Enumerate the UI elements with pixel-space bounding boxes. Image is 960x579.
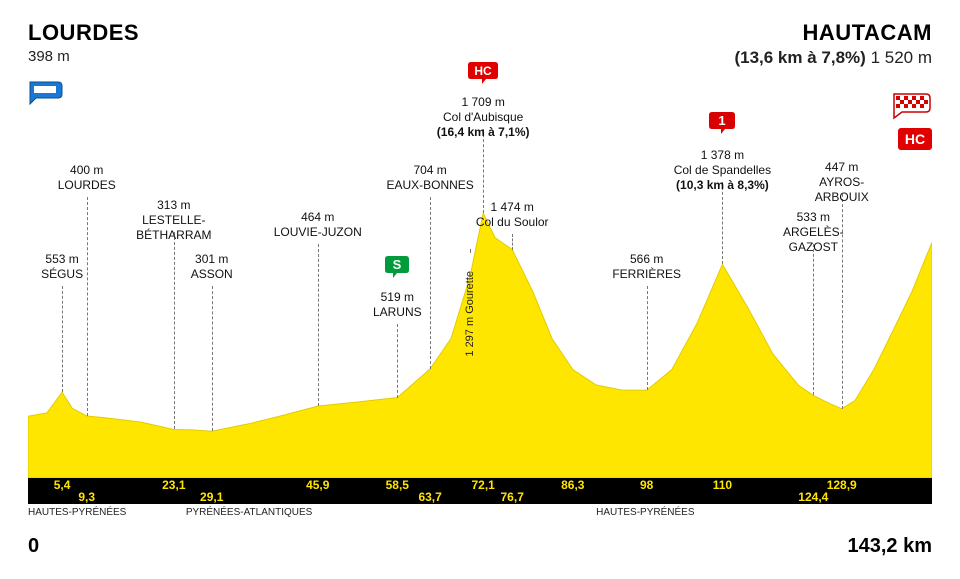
waypoint-leader <box>318 244 319 406</box>
waypoint-label: 1 474 mCol du Soulor <box>476 200 549 230</box>
start-flag-icon <box>28 80 64 111</box>
start-block: LOURDES 398 m <box>28 20 139 65</box>
waypoint-leader <box>647 286 648 390</box>
km-tick: 98 <box>640 478 653 492</box>
km-tick: 58,5 <box>386 478 409 492</box>
waypoint-leader <box>430 197 431 369</box>
waypoint-label: 704 mEAUX-BONNES <box>386 163 473 193</box>
waypoint-label: 400 mLOURDES <box>58 163 116 193</box>
stage-profile-container: LOURDES 398 m HAUTACAM (13,6 km à 7,8%) … <box>0 0 960 579</box>
km-tick: 63,7 <box>418 490 441 504</box>
km-tick: 110 <box>713 478 732 492</box>
km-tick: 124,4 <box>798 490 828 504</box>
range-row: 0 143,2 km <box>28 535 932 559</box>
waypoint-label: 1 378 mCol de Spandelles(10,3 km à 8,3%) <box>674 148 771 193</box>
waypoint-label: 1 709 mCol d'Aubisque(16,4 km à 7,1%) <box>437 95 530 140</box>
km-end: 143,2 km <box>847 535 932 558</box>
waypoint-leader <box>512 234 513 250</box>
km-tick: 5,4 <box>54 478 71 492</box>
hc-category-icon: HC <box>466 60 500 91</box>
waypoint-label: 313 mLESTELLE-BÉTHARRAM <box>136 198 211 243</box>
waypoint-label: 519 mLARUNS <box>373 290 422 320</box>
cat1-icon: 1 <box>707 110 737 141</box>
waypoint-label: 301 mASSON <box>191 252 233 282</box>
waypoint-leader <box>397 324 398 398</box>
svg-text:HC: HC <box>474 64 492 78</box>
km-tick: 128,9 <box>827 478 857 492</box>
waypoint-label: 447 mAYROS-ARBOUIX <box>815 160 869 205</box>
waypoint-vertical-label: 1 297 m Gourette <box>464 271 476 357</box>
departments-row: HAUTES-PYRÉNÉES PYRÉNÉES-ATLANTIQUES HAUTE… <box>28 507 932 523</box>
waypoint-label: 566 mFERRIÈRES <box>612 252 681 282</box>
waypoint-leader <box>174 232 175 429</box>
department-label: HAUTES-PYRÉNÉES <box>596 507 694 518</box>
km-tick: 72,1 <box>471 478 494 492</box>
waypoint-leader <box>470 249 471 253</box>
svg-text:S: S <box>393 257 402 272</box>
finish-flag-icon <box>892 92 932 125</box>
start-elevation: 398 m <box>28 48 139 65</box>
finish-name: HAUTACAM <box>734 20 932 46</box>
waypoint-leader <box>722 182 723 264</box>
waypoint-leader <box>62 286 63 392</box>
department-label: HAUTES-PYRÉNÉES <box>28 507 126 518</box>
waypoint-leader <box>842 194 843 409</box>
waypoint-label: 533 mARGELÈS-GAZOST <box>783 210 844 255</box>
finish-climb-detail: (13,6 km à 7,8%) 1 520 m <box>734 48 932 68</box>
sprint-icon: S <box>383 255 411 284</box>
km-tick: 9,3 <box>78 490 95 504</box>
svg-text:1: 1 <box>719 113 726 128</box>
waypoint-leader <box>212 286 213 431</box>
waypoint-leader <box>813 244 814 395</box>
start-name: LOURDES <box>28 20 139 46</box>
waypoint-label: 464 mLOUVIE-JUZON <box>274 210 362 240</box>
km-tick: 86,3 <box>561 478 584 492</box>
km-tick: 76,7 <box>501 490 524 504</box>
km-tick: 29,1 <box>200 490 223 504</box>
km-start: 0 <box>28 535 39 558</box>
elevation-profile <box>28 136 932 478</box>
km-tick: 23,1 <box>162 478 185 492</box>
department-label: PYRÉNÉES-ATLANTIQUES <box>186 507 313 518</box>
km-tick: 45,9 <box>306 478 329 492</box>
finish-block: HAUTACAM (13,6 km à 7,8%) 1 520 m <box>734 20 932 68</box>
waypoint-label: 553 mSÉGUS <box>41 252 83 282</box>
waypoint-leader <box>87 197 88 416</box>
